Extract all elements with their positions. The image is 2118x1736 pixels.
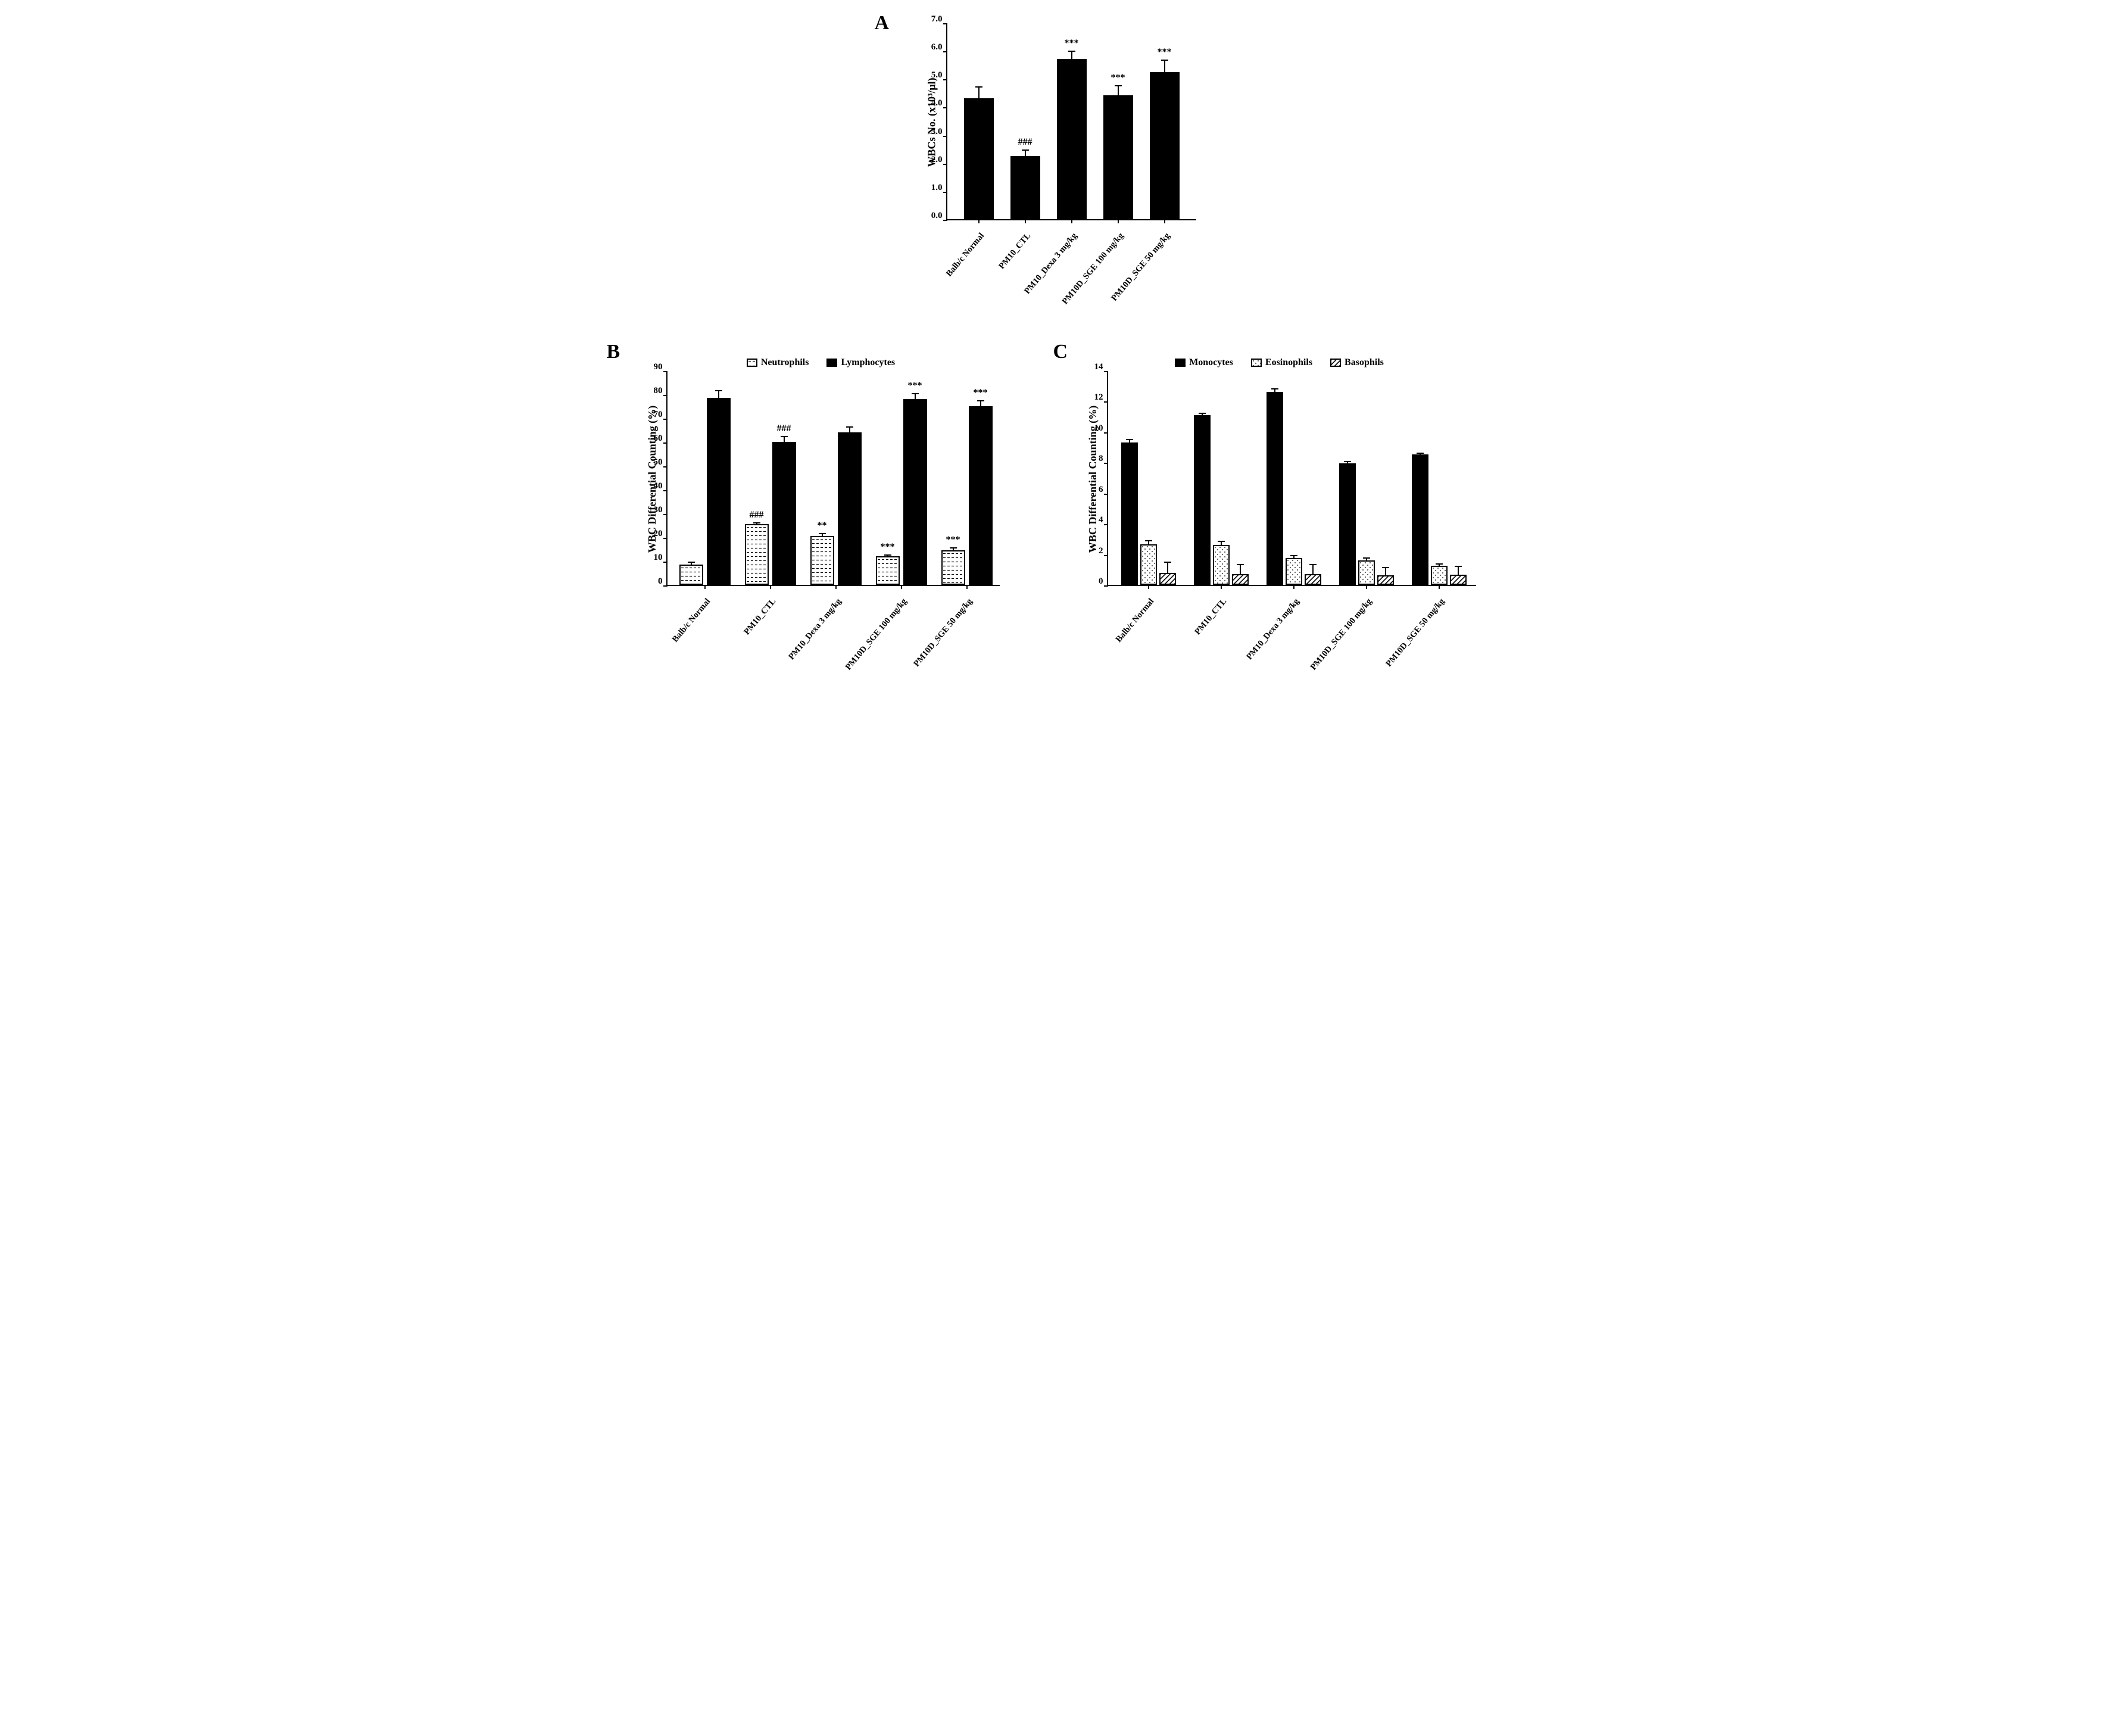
bar (679, 565, 703, 585)
bar (1431, 566, 1448, 585)
bar: ** (810, 536, 834, 585)
bar (1450, 575, 1467, 585)
legend-label: Monocytes (1189, 357, 1233, 368)
significance-annotation: *** (1065, 38, 1079, 49)
plot-area (1107, 372, 1476, 586)
figure-container: AWBCs No. (x10³/μl)7.06.05.04.03.02.01.0… (642, 24, 1476, 693)
bar: *** (1150, 72, 1180, 220)
bar (1232, 574, 1249, 585)
bar (1305, 574, 1321, 585)
panel-letter: C (1053, 341, 1068, 363)
significance-annotation: ### (777, 423, 791, 434)
x-axis-label: PM10D_SGE 50 mg/kg (912, 597, 975, 669)
bar: ### (745, 524, 769, 585)
bar (1339, 463, 1356, 585)
x-axis-label: PM10_Dexa 3 mg/kg (1244, 597, 1302, 662)
legend-item: Eosinophils (1251, 357, 1312, 368)
legend-item: Monocytes (1175, 357, 1233, 368)
bar: *** (1057, 59, 1087, 219)
plot-area: ######************** (666, 372, 1000, 586)
x-axis-label: PM10_CTL (997, 231, 1033, 272)
plot-area: ### *** *** *** (946, 24, 1196, 220)
legend-label: Basophils (1345, 357, 1384, 368)
bar: ### (1010, 156, 1040, 219)
bar (1140, 544, 1157, 585)
bar (1213, 545, 1230, 585)
y-axis-label: WBCs No. (x10³/μl) (926, 77, 938, 167)
bar (838, 432, 862, 585)
panel-b: BNeutrophilsLymphocytesWBC Differential … (642, 357, 1000, 693)
bar (1358, 560, 1375, 585)
x-axis-label: PM10D_SGE 50 mg/kg (1384, 597, 1447, 669)
bar (1159, 573, 1176, 585)
significance-annotation: ### (750, 510, 764, 521)
legend-label: Neutrophils (761, 357, 809, 368)
bar (1267, 392, 1283, 585)
legend-swatch (747, 359, 757, 367)
bar (1121, 442, 1138, 585)
panel-letter: A (875, 12, 890, 35)
legend-label: Lymphocytes (841, 357, 895, 368)
x-axis-label: PM10_Dexa 3 mg/kg (787, 597, 844, 662)
bar: *** (876, 556, 900, 585)
significance-annotation: *** (908, 381, 922, 391)
legend-label: Eosinophils (1265, 357, 1312, 368)
x-axis-label: Balb/c Normal (670, 597, 712, 644)
bar: *** (903, 399, 927, 585)
legend-item: Neutrophils (747, 357, 809, 368)
panel-c: CMonocytesEosinophilsBasophilsWBC Differ… (1083, 357, 1476, 693)
legend-swatch (1330, 359, 1341, 367)
row-2: BNeutrophilsLymphocytesWBC Differential … (642, 357, 1476, 693)
x-axis-label: PM10_CTL (742, 597, 778, 637)
panel-a: AWBCs No. (x10³/μl)7.06.05.04.03.02.01.0… (922, 24, 1196, 328)
significance-annotation: *** (946, 535, 960, 546)
legend-item: Basophils (1330, 357, 1384, 368)
legend-item: Lymphocytes (826, 357, 895, 368)
bar: *** (969, 406, 993, 585)
x-axis-label: PM10_CTL (1193, 597, 1229, 637)
bar (964, 98, 994, 219)
significance-annotation: *** (1158, 47, 1172, 58)
significance-annotation: *** (1111, 73, 1125, 83)
legend-swatch (1175, 359, 1186, 367)
panel-letter: B (607, 341, 620, 363)
significance-annotation: ### (1018, 137, 1033, 148)
significance-annotation: ** (818, 521, 827, 531)
x-axis-label: Balb/c Normal (944, 231, 986, 279)
bar (1194, 415, 1211, 585)
significance-annotation: *** (881, 542, 895, 553)
row-1: AWBCs No. (x10³/μl)7.06.05.04.03.02.01.0… (642, 24, 1476, 328)
bar: *** (941, 550, 965, 585)
bar (1286, 558, 1302, 585)
bar (1412, 454, 1428, 585)
x-axis-label: PM10D_SGE 100 mg/kg (843, 597, 909, 672)
legend: Monocytes Eosinophils Basophils (1175, 357, 1384, 368)
significance-annotation: *** (974, 388, 988, 398)
bar (707, 398, 731, 585)
legend: Neutrophils Lymphocytes (747, 357, 895, 368)
bar: ### (772, 442, 796, 585)
legend-swatch (1251, 359, 1262, 367)
legend-swatch (826, 359, 837, 367)
x-axis-label: PM10D_SGE 100 mg/kg (1308, 597, 1374, 672)
x-axis-label: Balb/c Normal (1113, 597, 1156, 644)
bar (1377, 575, 1394, 585)
bar: *** (1103, 95, 1133, 219)
